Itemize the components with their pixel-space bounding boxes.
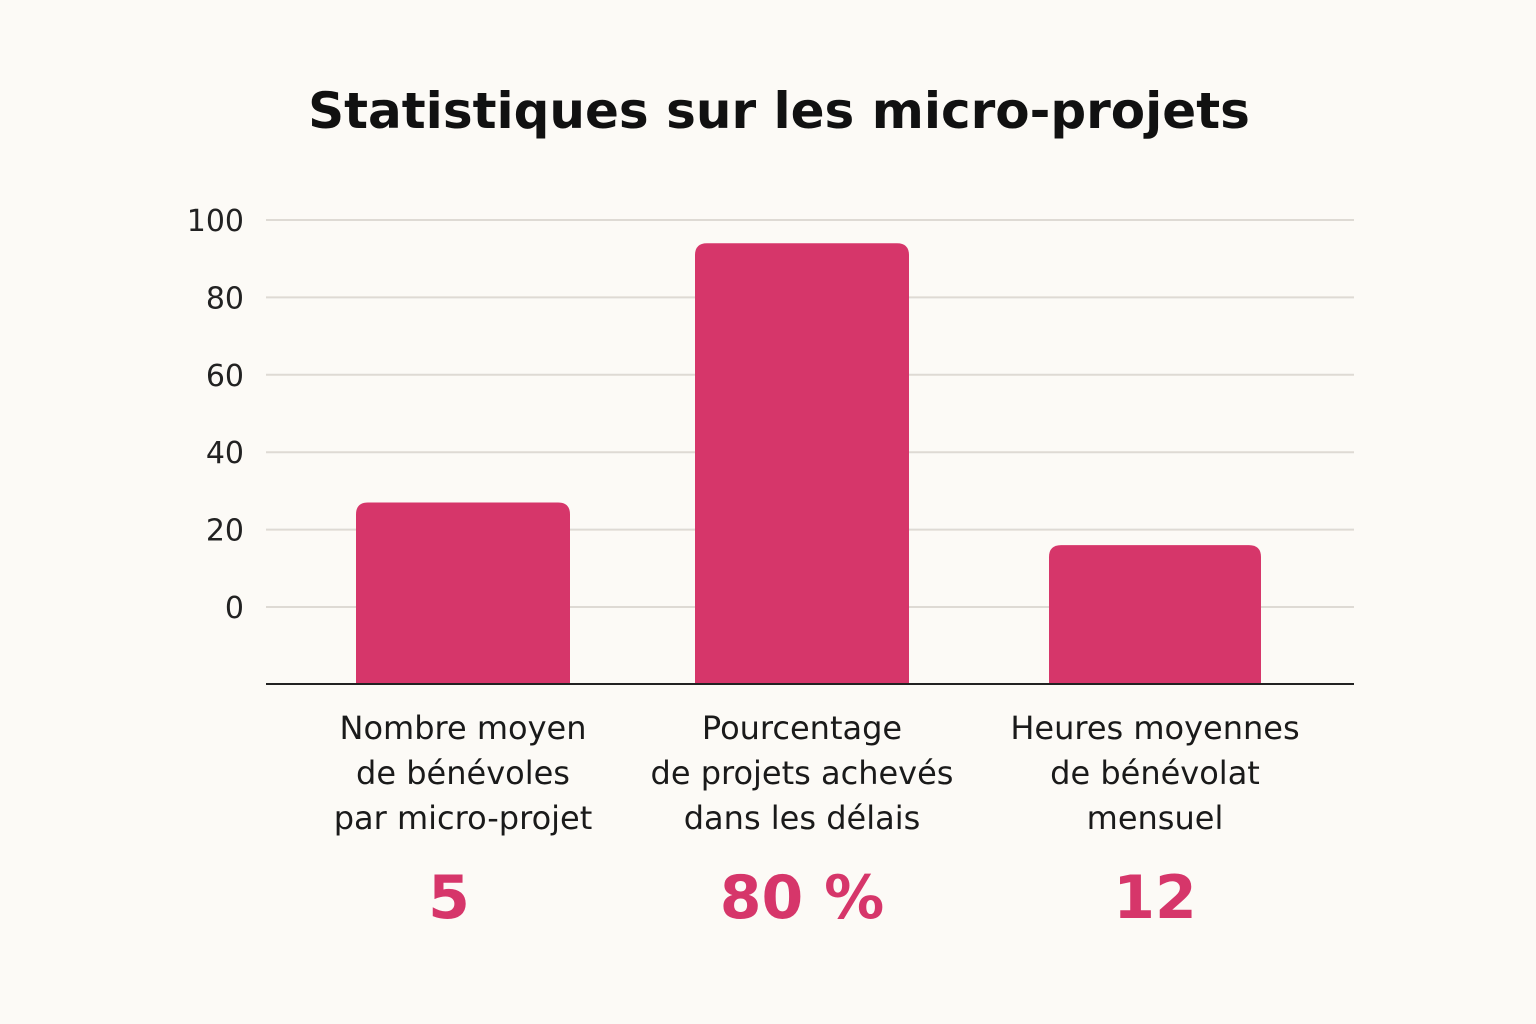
category-value: 5 — [428, 863, 470, 933]
bar — [1049, 545, 1261, 684]
category-label-line: Pourcentage — [701, 709, 903, 747]
y-tick-label: 0 — [225, 591, 244, 626]
category-label-line: par micro-projet — [333, 799, 593, 837]
category-value: 12 — [1113, 863, 1197, 933]
category-label-line: mensuel — [1086, 799, 1224, 837]
chart-title: Statistiques sur les micro-projets — [308, 82, 1250, 140]
y-tick-label: 40 — [206, 436, 244, 471]
y-tick-label: 60 — [206, 359, 244, 394]
category-label-line: de bénévoles — [356, 754, 570, 792]
category-label-line: Heures moyennes — [1010, 709, 1300, 747]
category-label-line: Nombre moyen — [339, 709, 587, 747]
y-tick-label: 100 — [187, 204, 244, 239]
bar — [695, 243, 909, 684]
category-label: Nombre moyen de bénévoles par micro-proj… — [283, 706, 643, 841]
category-label-line: dans les délais — [683, 799, 921, 837]
y-tick-label: 80 — [206, 281, 244, 316]
category-label: Heures moyennes de bénévolat mensuel — [975, 706, 1335, 841]
bar — [356, 502, 570, 684]
category-label-line: de bénévolat — [1050, 754, 1260, 792]
y-tick-label: 20 — [206, 514, 244, 549]
category-label: Pourcentage de projets achevés dans les … — [622, 706, 982, 841]
category-value: 80 % — [719, 863, 885, 933]
category-label-line: de projets achevés — [650, 754, 954, 792]
